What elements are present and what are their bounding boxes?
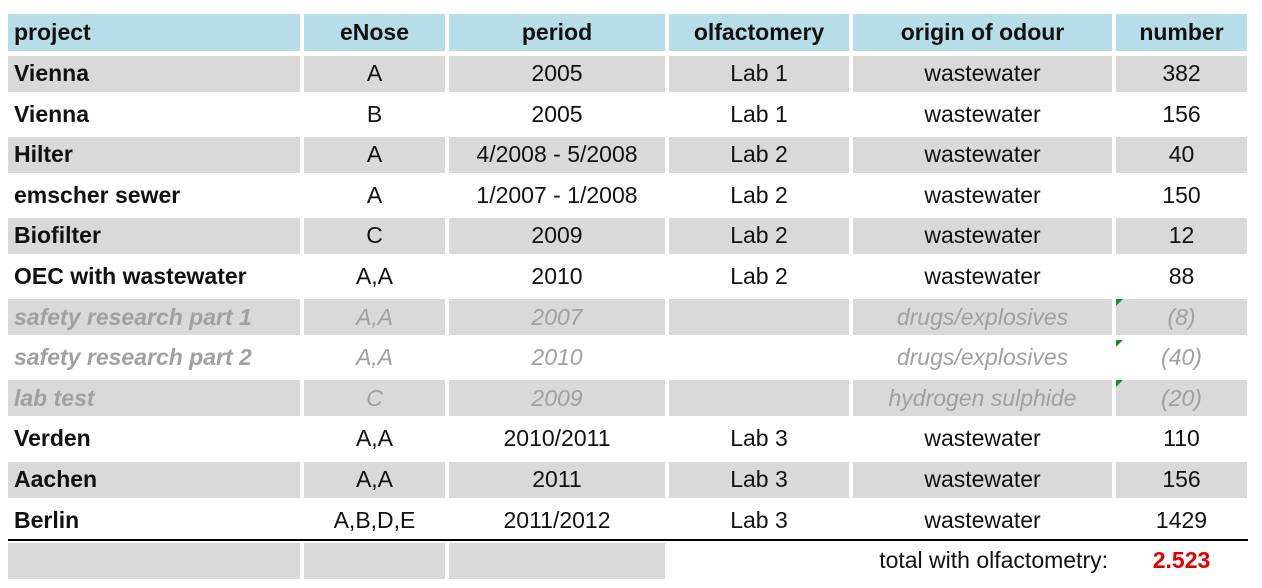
cell: Lab 1 <box>669 55 849 92</box>
cell: B <box>366 100 383 127</box>
cell: hydrogen sulphide <box>853 380 1112 417</box>
cell: 2009 <box>449 217 665 254</box>
row-label: safety research part 2 <box>14 344 252 371</box>
cell: 4/2008 - 5/2008 <box>449 136 665 173</box>
cell: wastewater <box>853 461 1112 498</box>
cell: wastewater <box>924 181 1041 208</box>
cell: 156 <box>1162 100 1201 127</box>
cell: wastewater <box>853 55 1112 92</box>
row-label: OEC with wastewater <box>14 263 247 290</box>
cell: A,A <box>355 425 394 452</box>
cell: C <box>304 380 445 417</box>
cell: (8) <box>1116 299 1247 336</box>
cell: A <box>304 55 445 92</box>
cell: A <box>304 136 445 173</box>
total-label: total with olfactometry: <box>879 547 1108 574</box>
cell: 2011 <box>449 461 665 498</box>
header-cell: origin of odour <box>853 14 1112 51</box>
cell: 382 <box>1116 55 1247 92</box>
cell <box>669 340 849 376</box>
row-label: Biofilter <box>8 217 300 254</box>
header-cell: olfactomery <box>669 14 849 51</box>
cell <box>669 380 849 417</box>
cell: 2005 <box>531 100 583 127</box>
row-label: Hilter <box>8 136 300 173</box>
cell: wastewater <box>853 136 1112 173</box>
header-cell: project <box>8 14 300 51</box>
cell: 1429 <box>1155 506 1208 533</box>
cell: Lab 2 <box>669 136 849 173</box>
cell: drugs/explosives <box>896 344 1069 371</box>
cell: Lab 2 <box>730 263 788 290</box>
cell: Lab 2 <box>669 217 849 254</box>
cell: wastewater <box>924 263 1041 290</box>
cell: 150 <box>1162 181 1201 208</box>
cell: 2010/2011 <box>503 425 611 452</box>
row-label: lab test <box>8 380 300 417</box>
row-label: Berlin <box>14 506 80 533</box>
cell: Lab 1 <box>730 100 788 127</box>
empty-cell <box>449 542 665 579</box>
cell: 2010 <box>531 344 583 371</box>
cell: wastewater <box>924 100 1041 127</box>
cell <box>669 299 849 336</box>
cell: Lab 3 <box>669 461 849 498</box>
header-cell: number <box>1116 14 1247 51</box>
cell: 12 <box>1116 217 1247 254</box>
cell: wastewater <box>853 217 1112 254</box>
cell: Lab 3 <box>730 425 788 452</box>
cell: (40) <box>1116 339 1247 376</box>
total-rule <box>8 539 1248 541</box>
row-label: Aachen <box>8 461 300 498</box>
cell: 110 <box>1163 425 1200 452</box>
row-label: Vienna <box>14 100 89 127</box>
empty-cell <box>304 542 445 579</box>
cell: A,A <box>304 299 445 336</box>
cell: 2005 <box>449 55 665 92</box>
cell: C <box>304 217 445 254</box>
table: project eNose period olfactomery origin of o… <box>8 14 1247 579</box>
cell: drugs/explosives <box>853 299 1112 336</box>
empty-cell <box>8 542 300 579</box>
header-cell: eNose <box>304 14 445 51</box>
cell: 40 <box>1116 136 1247 173</box>
row-label: Verden <box>14 425 91 452</box>
total-value: 2.523 <box>1152 547 1211 574</box>
cell: A,A <box>355 344 394 371</box>
cell: A,B,D,E <box>333 506 416 533</box>
cell: wastewater <box>924 506 1041 533</box>
cell: A <box>366 181 383 208</box>
cell: wastewater <box>924 425 1041 452</box>
row-label: emscher sewer <box>14 181 181 208</box>
row-label: Vienna <box>8 55 300 92</box>
cell: 2009 <box>449 380 665 417</box>
cell: 2010 <box>531 263 583 290</box>
cell: A,A <box>304 461 445 498</box>
row-label: safety research part 1 <box>8 299 300 336</box>
header-cell: period <box>449 14 665 51</box>
cell: 156 <box>1116 461 1247 498</box>
cell: 1/2007 - 1/2008 <box>476 181 638 208</box>
cell: (20) <box>1116 380 1247 417</box>
cell: 2011/2012 <box>503 506 611 533</box>
cell: A,A <box>355 263 394 290</box>
cell: Lab 3 <box>730 506 788 533</box>
cell: 88 <box>1168 263 1195 290</box>
cell: 2007 <box>449 299 665 336</box>
cell: Lab 2 <box>730 181 788 208</box>
